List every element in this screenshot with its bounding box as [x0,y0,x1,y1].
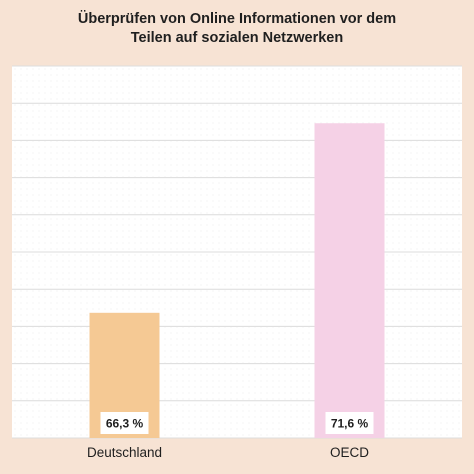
data-label-box [100,412,149,434]
data-label: 71,6 % [331,417,369,431]
data-labels: 66,3 % 71,6 % [100,412,374,434]
chart-title-line-1: Überprüfen von Online Informationen vor … [77,11,397,27]
data-label: 66,3 % [106,417,144,431]
data-label-box [325,412,374,434]
gridlines [12,65,462,439]
chart-title-line-2: Teilen auf sozialen Netzwerken [130,30,344,46]
x-tick-label: Deutschland [87,445,162,460]
chart-title: Überprüfen von Online Informationen vor … [0,10,474,48]
bar-oecd [314,123,385,438]
x-tick-label: OECD [330,445,369,460]
x-tick-labels: Deutschland OECD [87,445,369,460]
